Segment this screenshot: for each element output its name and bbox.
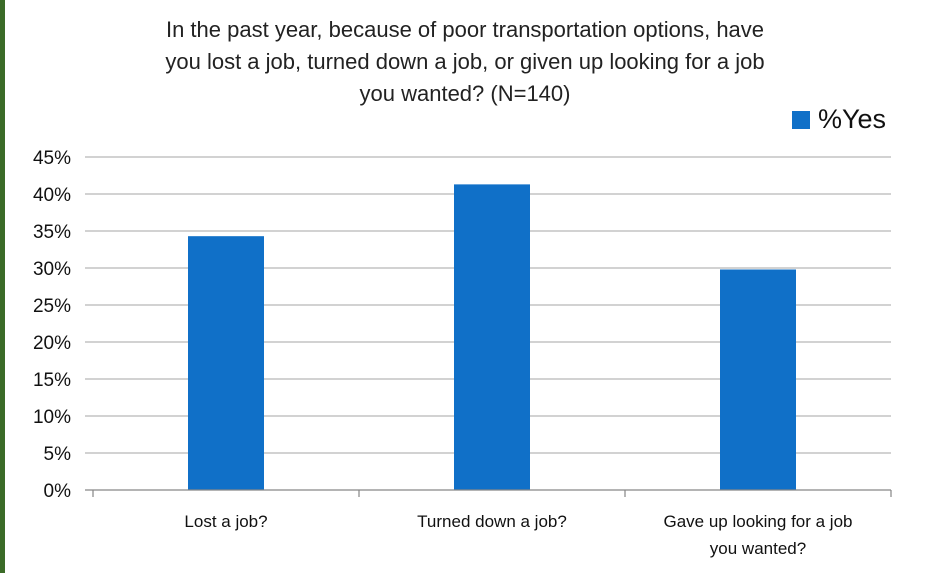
x-category-label: Turned down a job?	[417, 512, 567, 531]
x-axis-category-labels: Lost a job? Turned down a job? Gave up loo…	[184, 512, 852, 558]
bars	[188, 184, 796, 490]
bar	[720, 269, 796, 490]
legend-swatch	[791, 110, 810, 129]
x-axis	[85, 489, 892, 497]
y-tick-label: 40%	[33, 185, 71, 206]
y-tick-label: 25%	[33, 296, 71, 317]
y-tick-label: 20%	[33, 333, 71, 354]
bar	[188, 236, 264, 490]
y-axis-tick-labels: 0% 5% 10% 15% 20% 25% 30% 35% 40% 45%	[33, 148, 71, 502]
y-tick-label: 5%	[44, 444, 72, 465]
y-tick-label: 0%	[44, 481, 72, 502]
bar	[454, 184, 530, 490]
chart-title: In the past year, because of poor transp…	[165, 17, 765, 106]
legend-label: %Yes	[817, 104, 886, 134]
y-tick-label: 35%	[33, 222, 71, 243]
y-tick-label: 15%	[33, 370, 71, 391]
x-category-label: Lost a job?	[184, 512, 267, 531]
y-tick-label: 45%	[33, 148, 71, 169]
y-tick-label: 10%	[33, 407, 71, 428]
y-tick-label: 30%	[33, 259, 71, 280]
bar-chart: 0% 5% 10% 15% 20% 25% 30% 35% 40% 45% Lost a job?…	[33, 148, 892, 558]
x-category-label: Gave up looking for a job you wanted?	[663, 512, 852, 558]
chart-legend: %Yes	[791, 104, 886, 135]
